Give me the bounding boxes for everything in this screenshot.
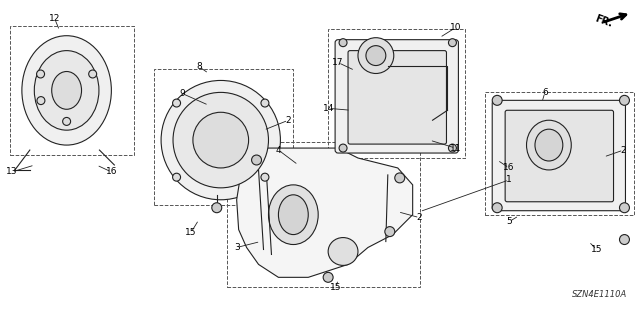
Text: 2: 2 <box>621 146 627 155</box>
Ellipse shape <box>22 36 111 145</box>
FancyBboxPatch shape <box>492 100 625 211</box>
Text: 4: 4 <box>276 146 281 155</box>
Bar <box>227 142 420 287</box>
Text: 15: 15 <box>591 245 602 254</box>
Circle shape <box>36 70 45 78</box>
Circle shape <box>449 144 456 152</box>
Polygon shape <box>237 148 413 277</box>
Circle shape <box>620 235 629 244</box>
Circle shape <box>261 99 269 107</box>
Text: 17: 17 <box>332 58 344 67</box>
Bar <box>10 26 134 155</box>
Circle shape <box>261 173 269 181</box>
Circle shape <box>620 203 629 213</box>
Text: 13: 13 <box>6 167 18 176</box>
Ellipse shape <box>35 51 99 130</box>
Circle shape <box>339 39 347 47</box>
Circle shape <box>385 227 395 236</box>
Text: 10: 10 <box>450 23 461 32</box>
Text: 16: 16 <box>504 164 515 172</box>
Circle shape <box>63 117 70 125</box>
Bar <box>328 29 465 158</box>
Ellipse shape <box>52 71 81 109</box>
Text: 12: 12 <box>49 14 60 23</box>
Text: 2: 2 <box>417 213 422 222</box>
Text: 11: 11 <box>450 144 461 153</box>
Circle shape <box>212 203 221 213</box>
Text: 6: 6 <box>542 88 548 97</box>
FancyBboxPatch shape <box>348 51 447 144</box>
Circle shape <box>366 46 386 66</box>
Text: 1: 1 <box>506 175 512 184</box>
Text: FR.: FR. <box>594 13 614 28</box>
Circle shape <box>323 272 333 282</box>
Bar <box>154 68 293 205</box>
Text: 5: 5 <box>506 217 512 226</box>
Circle shape <box>339 144 347 152</box>
Circle shape <box>193 112 248 168</box>
Text: SZN4E1110A: SZN4E1110A <box>572 290 627 299</box>
Ellipse shape <box>527 120 572 170</box>
Circle shape <box>252 155 262 165</box>
Circle shape <box>173 173 180 181</box>
Text: 15: 15 <box>185 228 196 237</box>
Bar <box>485 92 634 215</box>
Circle shape <box>173 92 269 188</box>
Circle shape <box>620 95 629 105</box>
Text: 14: 14 <box>323 104 334 113</box>
FancyBboxPatch shape <box>505 110 614 202</box>
Circle shape <box>173 99 180 107</box>
FancyBboxPatch shape <box>335 40 458 153</box>
Text: 3: 3 <box>234 243 239 252</box>
Text: 2: 2 <box>285 116 291 125</box>
Text: 9: 9 <box>179 89 185 98</box>
Circle shape <box>395 173 404 183</box>
Circle shape <box>492 95 502 105</box>
Text: 15: 15 <box>330 283 342 292</box>
Circle shape <box>358 38 394 74</box>
Text: 8: 8 <box>196 62 202 71</box>
Ellipse shape <box>269 185 318 244</box>
Circle shape <box>37 97 45 105</box>
Text: 16: 16 <box>106 167 117 176</box>
Circle shape <box>89 70 97 78</box>
Ellipse shape <box>328 237 358 265</box>
Circle shape <box>161 80 280 200</box>
Ellipse shape <box>535 129 563 161</box>
Ellipse shape <box>278 195 308 235</box>
Circle shape <box>492 203 502 213</box>
Circle shape <box>449 39 456 47</box>
